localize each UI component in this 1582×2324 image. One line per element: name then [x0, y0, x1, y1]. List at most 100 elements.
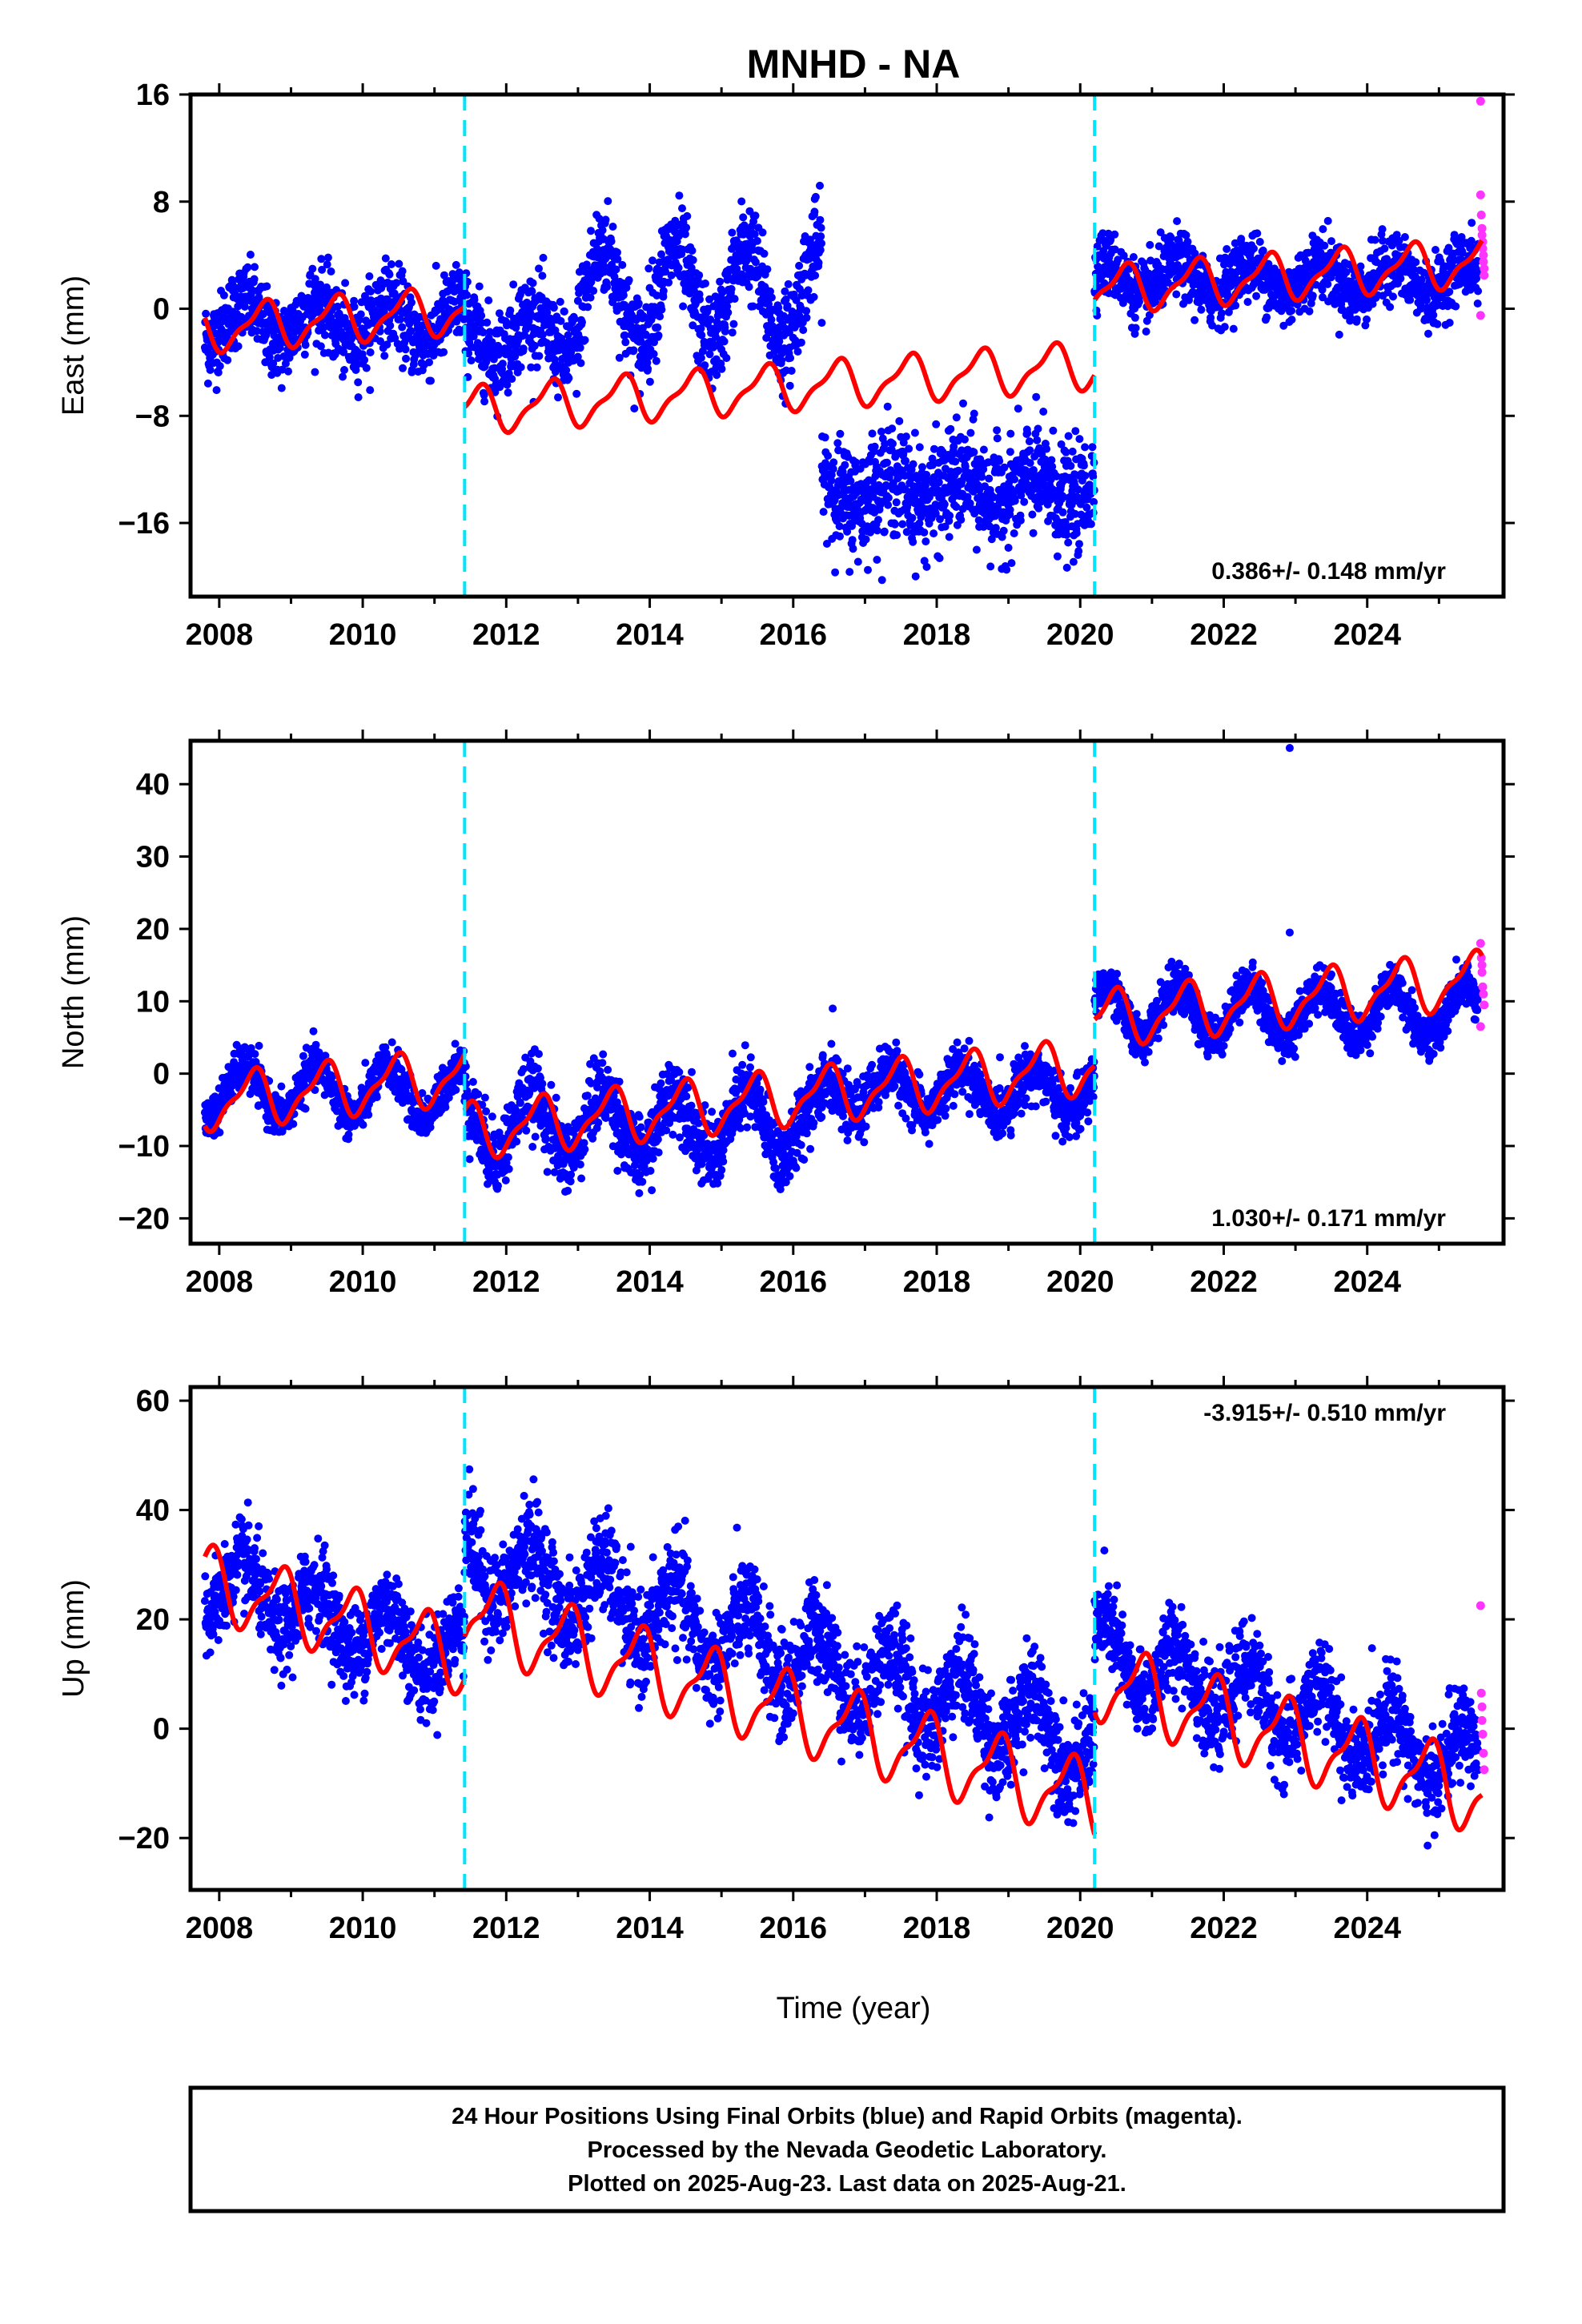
data-point: [539, 253, 548, 262]
data-point: [598, 226, 607, 235]
data-point: [601, 215, 610, 224]
data-point: [833, 439, 842, 448]
data-point: [1014, 404, 1022, 413]
data-point: [425, 358, 433, 367]
data-point: [528, 287, 536, 296]
data-point: [604, 197, 612, 206]
data-point: [1433, 320, 1442, 328]
data-point: [341, 279, 350, 287]
x-tick-label: 2010: [329, 618, 397, 652]
data-point: [615, 353, 624, 362]
data-point: [653, 323, 662, 332]
data-point: [819, 508, 828, 517]
data-point: [1010, 497, 1019, 505]
data-point: [603, 283, 612, 292]
data-point: [643, 358, 652, 367]
rapid-point: [1476, 311, 1485, 320]
data-point: [1243, 298, 1252, 306]
data-point: [386, 321, 395, 330]
data-point: [1064, 432, 1073, 440]
data-point: [1217, 309, 1226, 318]
data-point: [1191, 316, 1199, 324]
data-point: [556, 297, 564, 306]
data-point: [849, 545, 857, 553]
data-point: [1025, 437, 1034, 446]
data-point: [922, 562, 931, 571]
data-point: [1400, 233, 1409, 241]
data-point: [793, 348, 802, 356]
data-point: [908, 513, 917, 522]
data-point: [899, 448, 908, 457]
data-point: [1075, 540, 1083, 549]
data-point: [1335, 330, 1343, 339]
data-point: [921, 537, 930, 546]
data-point: [508, 375, 516, 384]
data-point: [252, 327, 261, 336]
rapid-point: [1476, 210, 1486, 219]
data-point: [584, 303, 592, 312]
data-point: [589, 287, 598, 296]
data-point: [1207, 313, 1215, 322]
data-point: [915, 519, 924, 528]
data-point: [652, 292, 661, 300]
data-point: [701, 361, 709, 370]
data-point: [1010, 475, 1019, 484]
data-point: [455, 268, 464, 277]
data-point: [327, 313, 335, 322]
data-point: [399, 277, 408, 286]
data-point: [1029, 529, 1038, 537]
data-point: [737, 197, 746, 206]
data-point: [1004, 544, 1013, 552]
data-point: [350, 303, 359, 312]
data-point: [824, 452, 833, 460]
data-point: [1429, 311, 1438, 320]
data-point: [640, 313, 649, 322]
data-point: [340, 366, 348, 374]
data-point: [530, 341, 539, 350]
data-point: [564, 374, 573, 383]
data-point: [765, 300, 773, 308]
data-point: [991, 524, 1000, 533]
data-point: [1081, 472, 1090, 480]
data-point: [723, 302, 732, 311]
data-point: [720, 337, 729, 346]
data-point: [289, 1120, 298, 1128]
data-point: [1468, 219, 1476, 227]
east-plot-area: [200, 96, 1489, 585]
data-point: [760, 249, 769, 258]
data-point: [607, 237, 616, 246]
data-point: [582, 260, 591, 269]
data-point: [1032, 392, 1041, 401]
data-point: [519, 344, 528, 353]
data-point: [1074, 547, 1083, 556]
data-point: [740, 272, 748, 281]
data-point: [957, 516, 966, 524]
data-point: [1452, 302, 1460, 311]
data-point: [620, 331, 629, 340]
data-point: [576, 344, 584, 352]
data-point: [538, 330, 547, 339]
data-point: [350, 296, 359, 305]
data-point: [835, 522, 844, 531]
data-point: [697, 324, 705, 333]
x-tick-label: 2020: [1046, 618, 1114, 652]
data-point: [1006, 448, 1014, 456]
data-point: [277, 384, 286, 392]
data-point: [1130, 313, 1139, 322]
data-point: [356, 310, 365, 319]
data-point: [661, 267, 670, 276]
data-point: [1220, 323, 1229, 332]
x-tick-label: 2014: [616, 618, 684, 652]
data-point: [644, 264, 653, 273]
data-point: [870, 442, 879, 451]
data-point: [1431, 246, 1439, 254]
data-point: [985, 474, 994, 483]
data-point: [1386, 303, 1395, 312]
data-point: [1173, 217, 1182, 226]
data-point: [990, 493, 998, 501]
data-point: [767, 316, 776, 324]
data-point: [874, 516, 882, 525]
data-point: [1146, 240, 1154, 249]
data-point: [550, 356, 559, 364]
data-point: [1323, 216, 1332, 225]
